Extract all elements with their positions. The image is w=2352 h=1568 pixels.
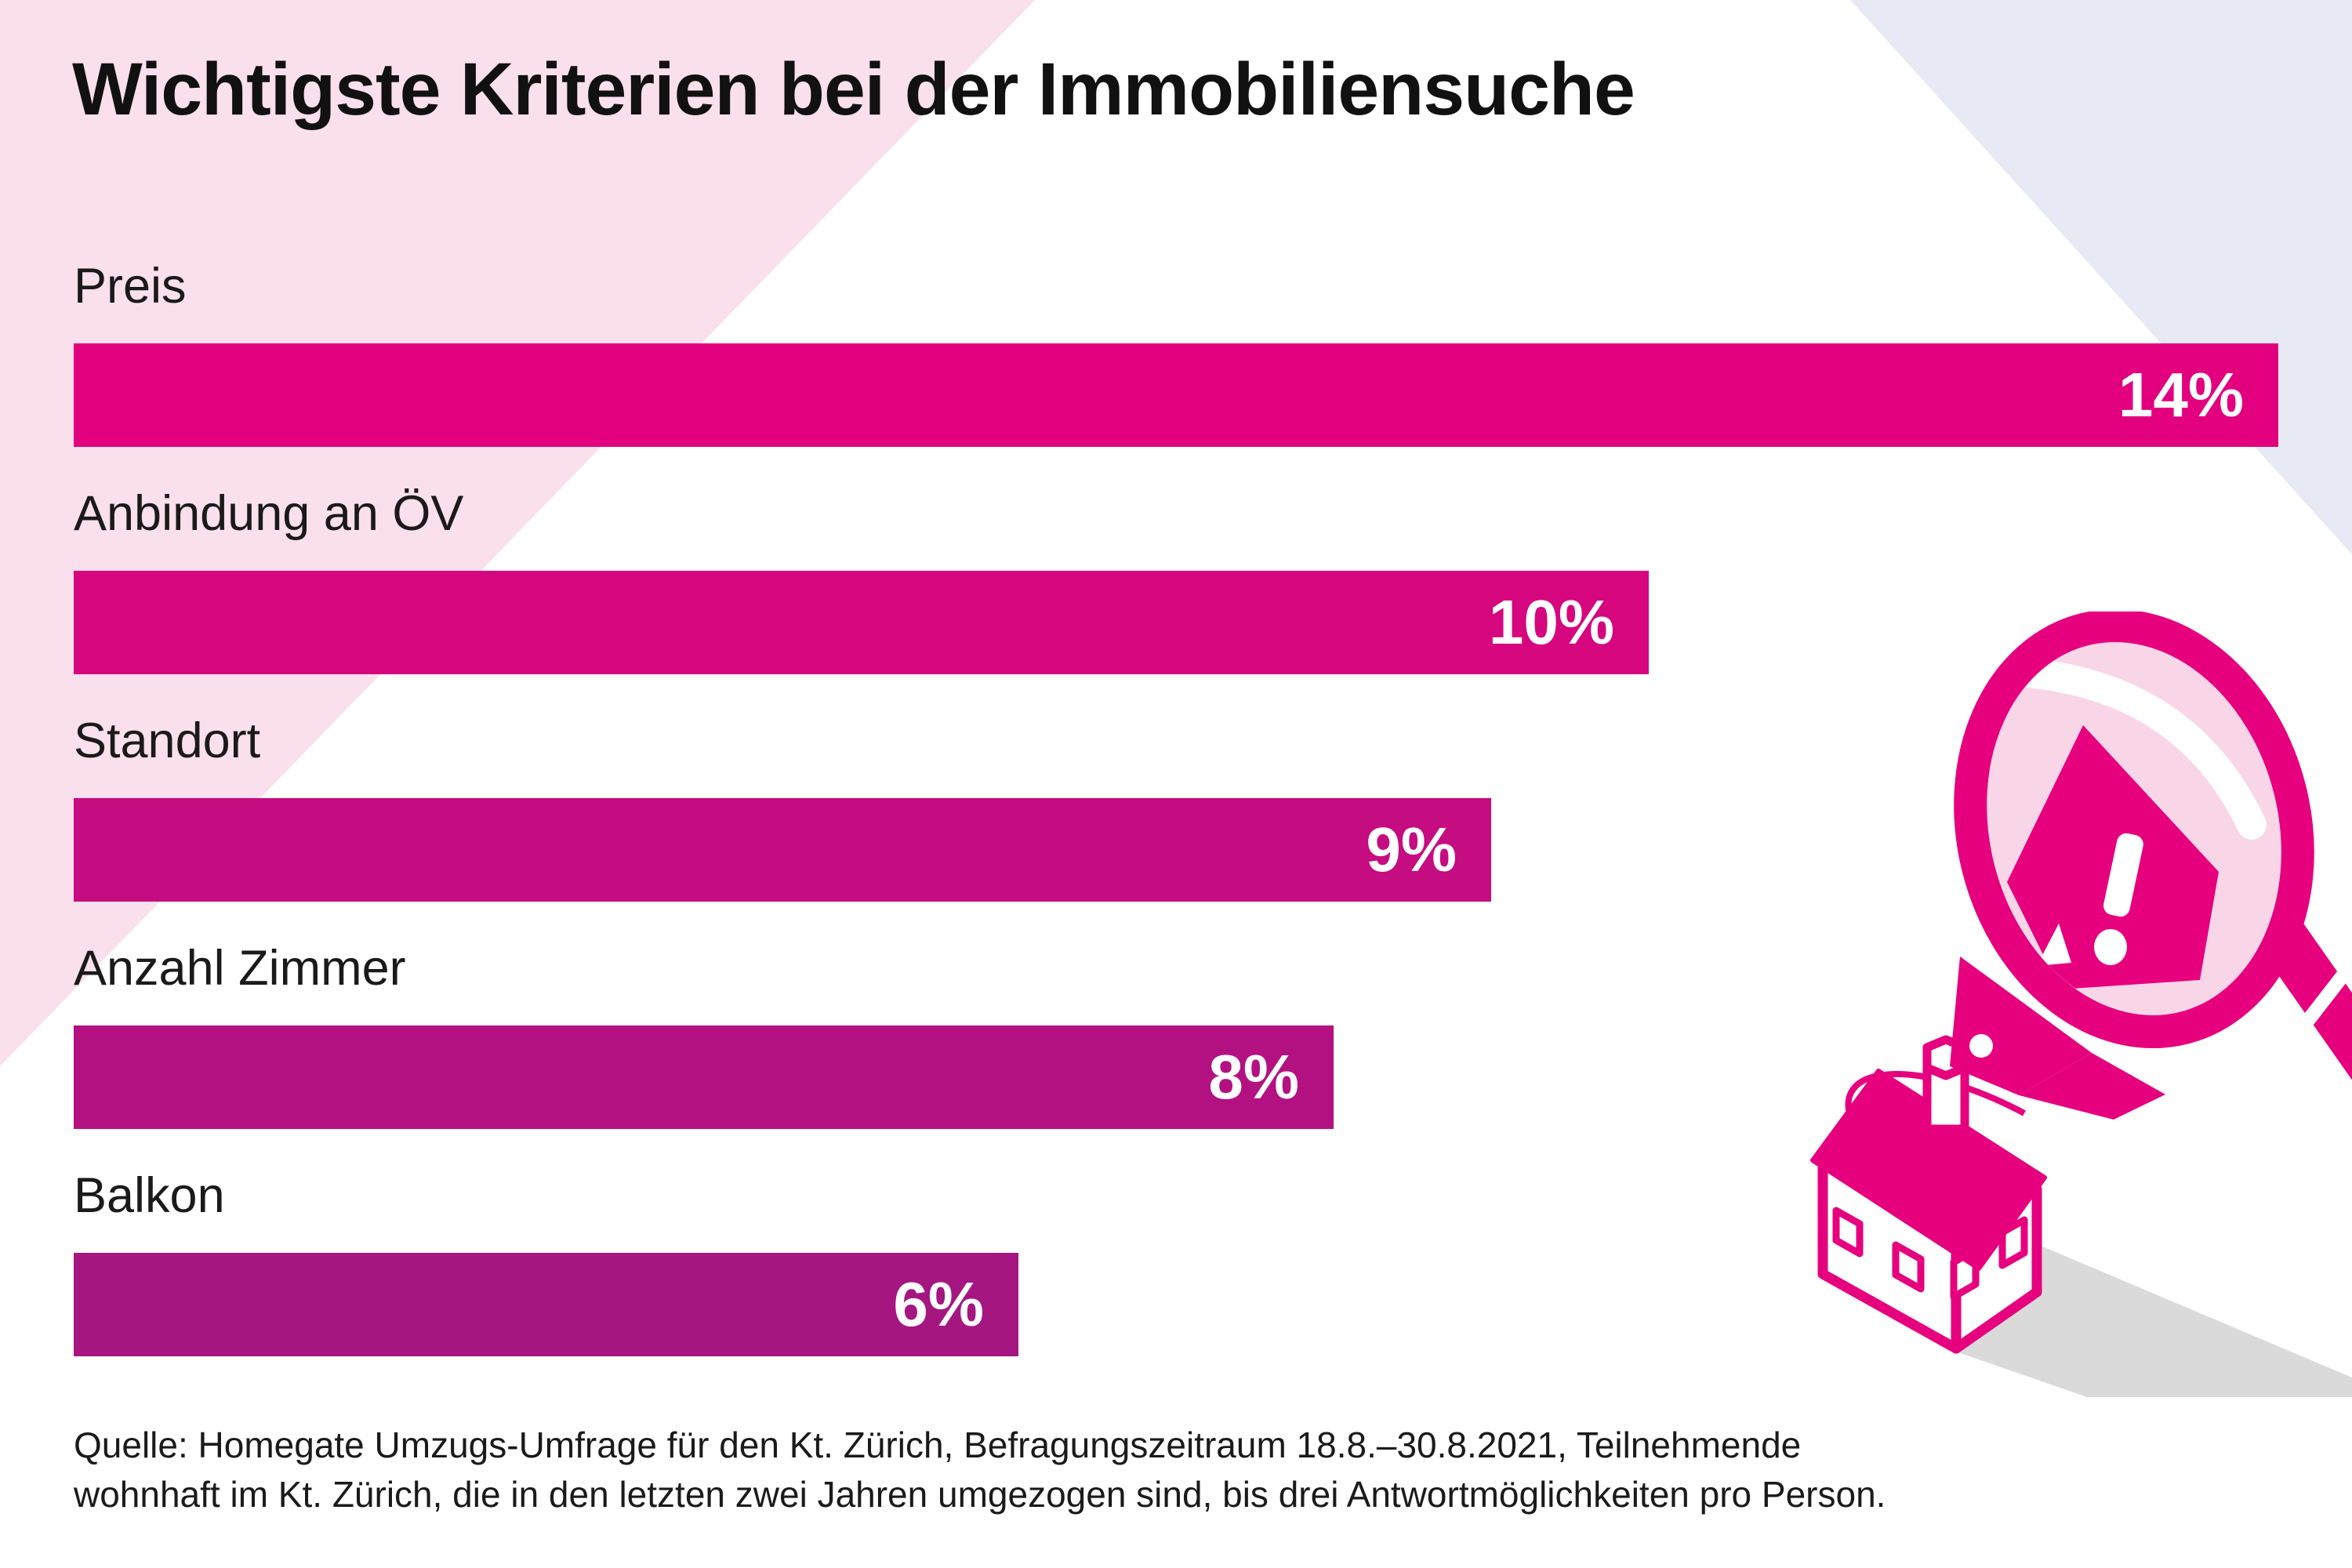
bar-value-label: 8%	[1208, 1042, 1299, 1112]
magnifying-glass-house-illustration	[1810, 612, 2352, 1397]
exclamation-mark-icon	[2103, 833, 2143, 917]
chart-row-standort: Standort 9%	[74, 713, 2278, 902]
bar-value-label: 6%	[893, 1269, 984, 1339]
bar-anzahl-zimmer: 8%	[74, 1025, 1334, 1129]
bar-preis: 14%	[74, 343, 2278, 447]
bar-category-label: Preis	[74, 259, 187, 314]
house-icon	[1810, 1035, 2047, 1354]
source-line-1: Quelle: Homegate Umzugs-Umfrage für den …	[74, 1425, 1802, 1465]
chart-row-balkon: Balkon 6%	[74, 1168, 2278, 1356]
source-line-2: wohnhaft im Kt. Zürich, die in den letzt…	[74, 1474, 1886, 1515]
bar-anbindung-oev: 10%	[74, 571, 1649, 674]
magnifying-glass-icon	[1954, 612, 2314, 1049]
holder-claw	[1950, 956, 2165, 1120]
bar-value-label: 9%	[1366, 815, 1457, 884]
chart-row-anbindung-oev: Anbindung an ÖV 10%	[74, 486, 2278, 674]
bar-balkon: 6%	[74, 1253, 1018, 1356]
chart-row-preis: Preis 14%	[74, 259, 2278, 447]
page-title: Wichtigste Kriterien bei der Immobiliens…	[72, 48, 1635, 131]
chart-row-anzahl-zimmer: Anzahl Zimmer 8%	[74, 941, 2278, 1129]
bar-category-label: Anbindung an ÖV	[74, 486, 464, 541]
source-note: Quelle: Homegate Umzugs-Umfrage für den …	[74, 1421, 2034, 1519]
bar-category-label: Standort	[74, 713, 261, 768]
bar-category-label: Balkon	[74, 1168, 225, 1223]
bar-category-label: Anzahl Zimmer	[74, 941, 406, 996]
bar-standort: 9%	[74, 798, 1491, 902]
lens-glint	[2037, 924, 2071, 966]
bar-value-label: 14%	[2118, 360, 2244, 430]
bar-value-label: 10%	[1488, 587, 1614, 657]
